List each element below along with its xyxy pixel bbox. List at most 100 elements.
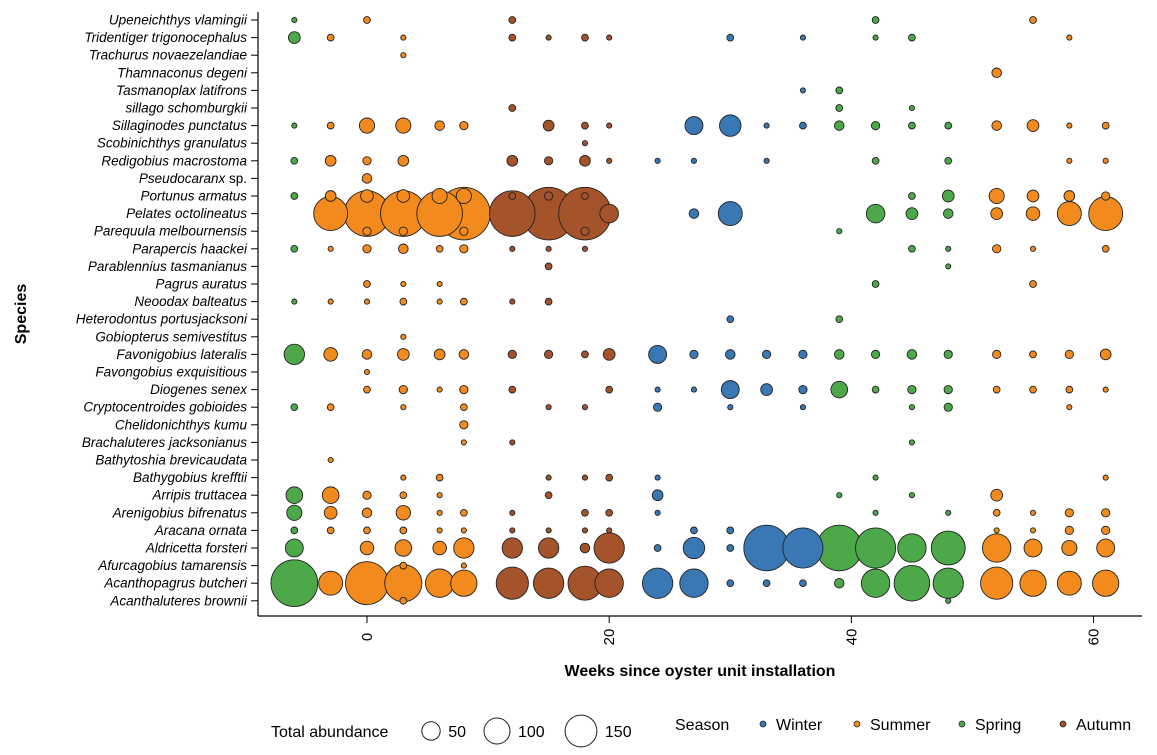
x-tick-label: 20 [601,629,618,646]
bubble [1101,244,1110,253]
bubble [991,120,1002,131]
x-tick-label: 0 [359,633,376,641]
bubble [689,349,699,360]
bubble [1029,350,1037,359]
bubble [580,226,590,236]
bubble [905,207,919,220]
bubble [834,120,845,131]
x-tick-label: 60 [1086,629,1103,646]
bubble [1066,404,1073,411]
bubble [291,16,298,24]
bubble [363,526,371,535]
bubble [459,226,469,236]
bubble [361,173,373,184]
bubble [1029,527,1037,534]
bubble [599,203,619,224]
bubble [459,120,469,131]
bubble [1026,119,1040,132]
bubble [992,508,1001,517]
bubble [399,526,408,535]
bubble [1029,509,1037,516]
bubble [761,349,772,360]
legend-size-label: 100 [518,724,545,741]
bubble [545,527,552,534]
bubble [834,349,845,360]
bubble [602,348,616,361]
bubble [397,154,410,167]
bubble [489,190,536,237]
bubble [605,508,614,517]
bubble [459,420,469,430]
bubble [327,456,334,464]
bubble [399,491,408,500]
bubble [358,117,376,134]
bubble [798,349,808,360]
legend-size-title: Total abundance [271,724,389,741]
bubble [545,34,552,41]
bubble [690,157,697,164]
species-label: Acanthopagrus butcheri [103,576,248,591]
bubble [434,120,445,131]
bubble-layer [270,16,1124,608]
bubble [605,385,614,394]
bubble [537,537,560,559]
bubble [458,349,470,360]
bubble [1101,121,1110,130]
bubble [606,122,613,129]
bubble [992,385,1001,394]
bubble [717,201,743,227]
bubble [361,507,373,519]
species-label: Pagrus auratus [155,277,247,292]
bubble [836,492,843,499]
bubble [326,403,335,412]
bubble [579,154,591,167]
legend-season-swatch [958,720,966,728]
bubble [326,33,335,42]
bubble [871,280,880,288]
bubble [285,486,304,504]
bubble [798,384,808,395]
bubble [323,347,338,362]
bubble [991,67,1002,79]
bubble [509,439,516,446]
bubble [993,527,1000,534]
species-label: Sillaginodes punctatus [112,118,247,133]
bubble [653,402,663,412]
bubble [508,104,517,112]
bubble [581,508,589,517]
bubble [283,343,305,366]
bubble [395,505,411,521]
bubble [930,530,966,566]
bubble [835,86,844,95]
bubble [545,404,552,411]
bubble [400,474,407,481]
bubble [399,297,408,306]
legend-size-circle [564,714,598,748]
bubble [871,385,880,394]
legend-season-label: Summer [870,717,931,734]
bubble [1064,508,1074,518]
bubble [932,567,964,599]
bubble [290,526,299,535]
bubble [1019,569,1047,597]
species-label: Tasmanoplax latifrons [116,83,247,98]
bubble [908,244,916,253]
species-label: Gobiopterus semivestitus [95,329,247,344]
bubble [763,122,770,129]
bubble [1029,245,1037,252]
bubble [581,245,589,252]
bubble [362,490,372,500]
bubble [945,245,952,252]
bubble [508,385,517,394]
bubble [1066,157,1073,164]
bubble [782,527,824,569]
bubble [908,121,916,130]
bubble [286,504,303,521]
bubble [860,568,891,598]
bubble [398,226,408,236]
species-label: Heterodontus portusjacksoni [76,312,248,327]
bubble [436,509,443,516]
bubble [799,121,807,130]
bubble [363,16,371,24]
bubble [424,568,455,598]
